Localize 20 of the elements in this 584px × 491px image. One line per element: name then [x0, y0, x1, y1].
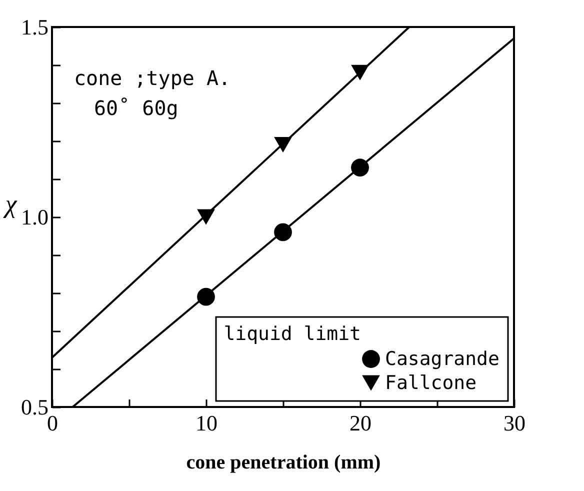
y-axis-title: χ — [2, 190, 18, 218]
x-axis-title: cone penetration (mm) — [186, 452, 381, 474]
point — [274, 137, 292, 153]
legend-title: liquid limit — [224, 323, 361, 345]
annotation: cone ;type A. — [74, 66, 231, 90]
y-tick-label: 1.0 — [21, 204, 48, 230]
legend-label: Casagrande — [385, 348, 500, 370]
x-tick-label: 10 — [196, 410, 218, 436]
point — [351, 64, 369, 80]
point — [197, 209, 215, 225]
y-tick-label: 1.5 — [21, 14, 48, 40]
y-tick-label: 0.5 — [21, 394, 48, 420]
point — [274, 223, 292, 242]
x-tick-label: 0 — [47, 410, 58, 436]
x-tick-label: 20 — [350, 410, 372, 436]
annotation: 60˚ 60g — [94, 96, 178, 120]
point — [351, 158, 369, 177]
x-tick-label: 30 — [504, 410, 526, 436]
legend-label: Fallcone — [385, 372, 477, 394]
point — [197, 288, 215, 306]
